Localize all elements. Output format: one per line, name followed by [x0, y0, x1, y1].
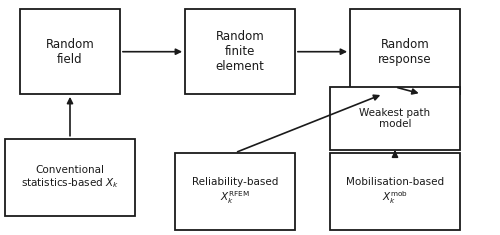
Text: Conventional
statistics-based $X_k$: Conventional statistics-based $X_k$: [21, 164, 119, 190]
Text: Random
response: Random response: [378, 38, 432, 66]
Text: Weakest path
model: Weakest path model: [360, 108, 430, 129]
Text: Mobilisation-based
$X_k^{\mathrm{mob}}$: Mobilisation-based $X_k^{\mathrm{mob}}$: [346, 177, 444, 206]
Bar: [185, 9, 295, 94]
Bar: [20, 9, 120, 94]
Bar: [350, 9, 460, 94]
Bar: [5, 139, 135, 216]
Text: Random
field: Random field: [46, 38, 94, 66]
Text: Reliability-based
$X_k^{\mathrm{RFEM}}$: Reliability-based $X_k^{\mathrm{RFEM}}$: [192, 177, 278, 206]
Text: Random
finite
element: Random finite element: [216, 30, 264, 73]
Bar: [330, 87, 460, 150]
Bar: [175, 153, 295, 230]
Bar: [330, 153, 460, 230]
